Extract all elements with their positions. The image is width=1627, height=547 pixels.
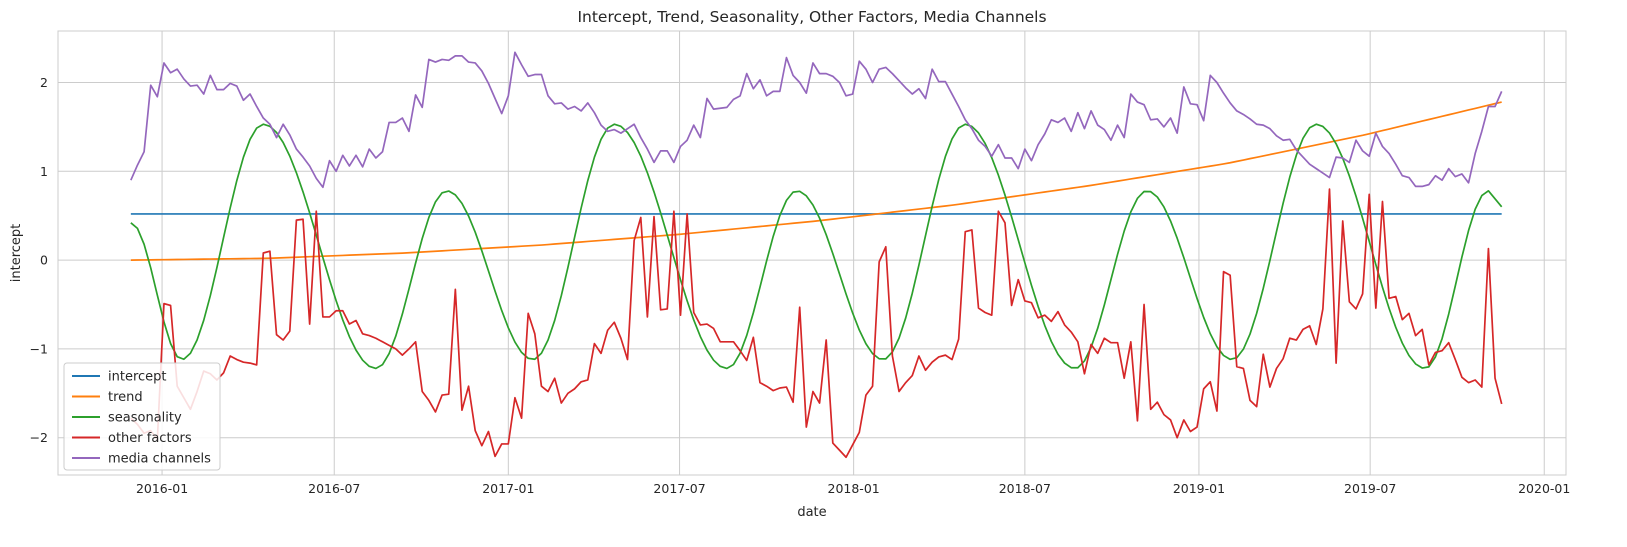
series-line-seasonality <box>130 123 1503 370</box>
y-axis-label: intercept <box>9 224 24 283</box>
legend-label: intercept <box>108 370 167 385</box>
y-tick-label: 0 <box>40 253 48 268</box>
chart-title: Intercept, Trend, Seasonality, Other Fac… <box>577 8 1046 26</box>
x-tick-label: 2016-07 <box>308 481 360 496</box>
plot-frame <box>57 30 1567 476</box>
series-line-media-channels <box>130 51 1503 189</box>
series-line-other-factors <box>130 188 1503 459</box>
x-tick-label: 2017-07 <box>653 481 705 496</box>
y-tick-label: 2 <box>40 75 48 90</box>
grid <box>58 31 1566 475</box>
series-group <box>130 51 1503 459</box>
legend: intercept trend seasonality other factors me… <box>63 362 221 471</box>
legend-label: media channels <box>108 452 211 467</box>
legend-box <box>63 362 221 471</box>
tick-labels: 2016-01 2016-07 2017-01 2017-07 2018-01 2018-… <box>30 75 1571 496</box>
legend-label: other factors <box>108 431 192 446</box>
x-tick-label: 2018-07 <box>999 481 1051 496</box>
x-tick-label: 2019-07 <box>1344 481 1396 496</box>
series-line-trend <box>130 101 1502 261</box>
x-tick-label: 2019-01 <box>1173 481 1225 496</box>
legend-label: trend <box>108 390 143 405</box>
x-axis-label: date <box>797 505 826 520</box>
x-tick-label: 2016-01 <box>136 481 188 496</box>
legend-label: seasonality <box>108 411 182 426</box>
x-tick-label: 2017-01 <box>482 481 534 496</box>
x-tick-label: 2020-01 <box>1518 481 1570 496</box>
x-tick-label: 2018-01 <box>828 481 880 496</box>
y-tick-label: −1 <box>30 341 48 356</box>
y-tick-label: 1 <box>40 164 48 179</box>
y-tick-label: −2 <box>30 430 48 445</box>
